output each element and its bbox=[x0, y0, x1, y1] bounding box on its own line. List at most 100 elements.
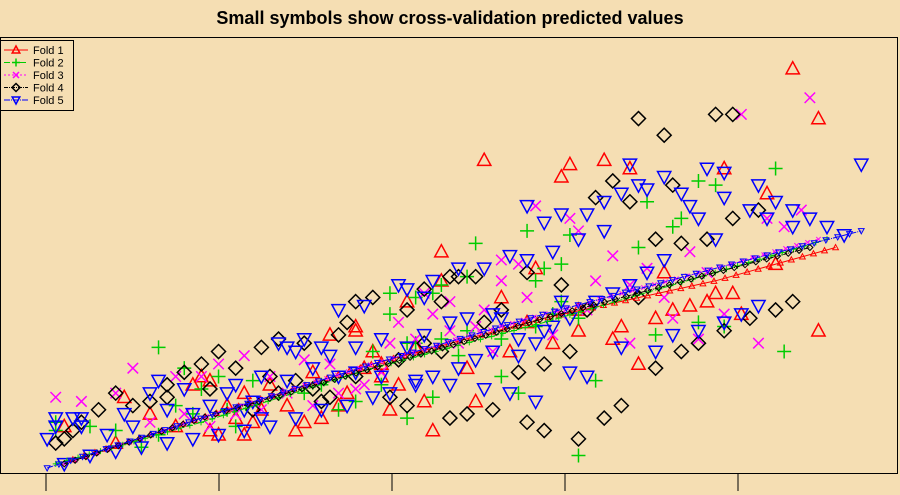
fold5-point-20 bbox=[424, 370, 441, 386]
fold5-predicted-66 bbox=[822, 237, 830, 245]
fold5-predicted-2 bbox=[67, 457, 75, 465]
fold3-point-6 bbox=[392, 316, 405, 329]
fold4-point-21 bbox=[399, 301, 416, 318]
series-1-predicted bbox=[69, 243, 840, 463]
fold4-predicted-30 bbox=[384, 359, 393, 368]
fold5-predicted-21 bbox=[291, 385, 299, 393]
fold4-point-31 bbox=[176, 364, 193, 381]
fold4-predicted-36 bbox=[449, 341, 457, 349]
fold3-point-26 bbox=[307, 399, 319, 412]
fold5-point-10 bbox=[639, 266, 655, 282]
fold5-point-46 bbox=[253, 370, 270, 386]
fold1-point-28 bbox=[347, 322, 364, 337]
fold4-point-58 bbox=[647, 360, 664, 377]
fold5-point-72 bbox=[690, 324, 707, 340]
fold5-predicted-10 bbox=[161, 427, 169, 434]
fold5-point-122 bbox=[836, 229, 853, 244]
fold1-predicted-67 bbox=[809, 249, 818, 257]
fold5-point-44 bbox=[202, 399, 218, 415]
fold1-predicted-56 bbox=[688, 281, 696, 289]
fold5-point-63 bbox=[442, 378, 458, 394]
fold2-point-2 bbox=[708, 178, 723, 193]
fold1-point-61 bbox=[262, 376, 278, 391]
fold5-point-111 bbox=[596, 195, 613, 211]
fold5-predicted-45 bbox=[574, 302, 582, 310]
fold3-point-15 bbox=[169, 370, 182, 383]
series-1 bbox=[56, 60, 827, 450]
fold5-point-23 bbox=[364, 391, 381, 406]
fold1-point-31 bbox=[313, 409, 330, 425]
fold4-point-30 bbox=[193, 355, 210, 373]
fold5-predicted-16 bbox=[232, 404, 240, 412]
fold1-point-65 bbox=[613, 317, 630, 333]
fold2-point-45 bbox=[48, 415, 63, 430]
fold5-point-103 bbox=[519, 254, 535, 269]
fold5-predicted-37 bbox=[480, 328, 488, 336]
fold4-point-51 bbox=[459, 405, 476, 422]
fold1-predicted-50 bbox=[621, 296, 630, 304]
fold4-point-9 bbox=[673, 235, 690, 252]
fold2-point-32 bbox=[425, 390, 440, 405]
fold2-predicted-40 bbox=[499, 330, 506, 337]
fold4-point-50 bbox=[441, 410, 458, 427]
fold5-point-91 bbox=[150, 374, 167, 390]
fold4-predicted-48 bbox=[579, 304, 587, 312]
fold5-predicted-44 bbox=[562, 305, 570, 313]
fold5-point-101 bbox=[476, 262, 493, 277]
fold5-point-114 bbox=[656, 170, 673, 186]
fold1-point-21 bbox=[681, 297, 698, 312]
fold5-point-66 bbox=[527, 395, 544, 411]
fold1-point-59 bbox=[107, 434, 124, 450]
fold4-predicted-22 bbox=[298, 385, 306, 393]
fold5-predicted-53 bbox=[668, 277, 677, 284]
fold5-predicted-30 bbox=[397, 353, 405, 360]
fold5-predicted-12 bbox=[185, 419, 193, 427]
fold5-point-70 bbox=[647, 345, 664, 361]
fold4-point-3 bbox=[656, 127, 673, 144]
fold1-point-4 bbox=[553, 168, 570, 183]
fold5-predicted-5 bbox=[102, 446, 110, 453]
fold2-point-54 bbox=[588, 373, 603, 388]
fold1-point-25 bbox=[390, 376, 407, 391]
fold5-point-74 bbox=[733, 308, 750, 323]
fold5-point-58 bbox=[296, 333, 313, 348]
fold5-predicted-38 bbox=[491, 325, 500, 333]
fold4-predicted-65 bbox=[762, 255, 771, 263]
fold5-point-11 bbox=[621, 278, 638, 294]
fold5-point-68 bbox=[579, 370, 595, 386]
fold1-point-69 bbox=[244, 413, 261, 429]
fold1-point-7 bbox=[810, 322, 827, 337]
fold1-point-19 bbox=[630, 355, 647, 370]
fold4-predicted-59 bbox=[698, 272, 706, 280]
fold2-point-27 bbox=[434, 277, 449, 292]
fold4-predicted-21 bbox=[287, 388, 295, 396]
fold4-predicted-37 bbox=[460, 337, 468, 346]
fold4-point-49 bbox=[399, 397, 416, 414]
legend-label-4: Fold 4 bbox=[33, 83, 64, 95]
fold4-point-66 bbox=[750, 202, 767, 219]
fold3-point-27 bbox=[332, 387, 345, 399]
fold5-point-36 bbox=[47, 420, 64, 435]
legend-label-2: Fold 2 bbox=[33, 58, 64, 70]
fold5-predicted-3 bbox=[78, 453, 87, 461]
fold2-point-47 bbox=[151, 340, 166, 355]
fold1-point-66 bbox=[724, 284, 741, 300]
fold2-predicted-49 bbox=[600, 302, 607, 309]
fold5-predicted-56 bbox=[704, 267, 712, 275]
fold4-point-8 bbox=[647, 231, 664, 248]
fold4-point-25 bbox=[330, 326, 347, 343]
fold5-point-27 bbox=[262, 420, 278, 435]
fold1-point-52 bbox=[647, 309, 664, 325]
fold5-predicted-23 bbox=[314, 378, 323, 386]
fold5-predicted-22 bbox=[303, 382, 311, 389]
fold5-predicted-32 bbox=[421, 346, 429, 353]
fold4-predicted-66 bbox=[773, 252, 782, 260]
fold2-point-46 bbox=[177, 361, 192, 376]
fold5-point-84 bbox=[287, 345, 304, 361]
fold1-point-57 bbox=[304, 363, 321, 379]
fold3-point-54 bbox=[684, 245, 696, 258]
fold4-predicted-3 bbox=[92, 449, 101, 457]
fold1-predicted-60 bbox=[732, 271, 740, 278]
fold1-predicted-52 bbox=[643, 291, 652, 299]
fold5-point-9 bbox=[656, 254, 673, 269]
